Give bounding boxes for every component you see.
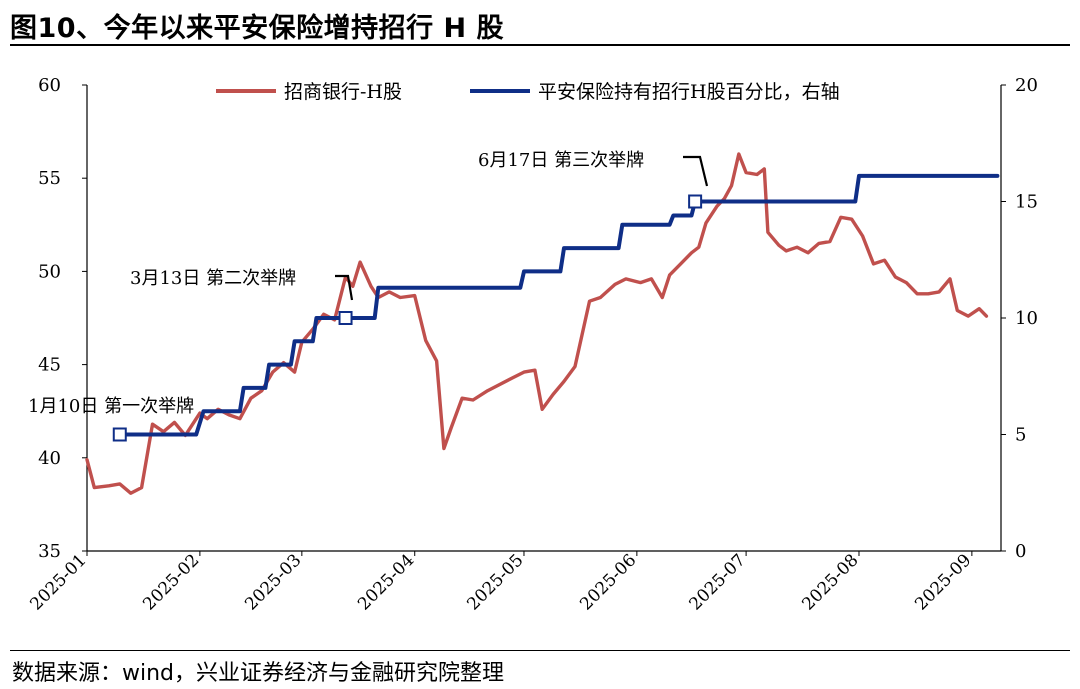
x-tick-label: 2025-08 (798, 550, 862, 614)
annotation-leader (335, 274, 354, 301)
y-left-tick-label: 35 (38, 541, 61, 562)
y-right-tick-label: 10 (1015, 308, 1038, 329)
annotation-marker (688, 194, 703, 209)
annotation-marker (338, 311, 353, 325)
series-line-stock-price (85, 152, 989, 495)
annotation-label: 6月17日 第三次举牌 (478, 150, 644, 171)
y-right-tick-label: 20 (1015, 75, 1038, 96)
y-right-tick-label: 15 (1015, 192, 1038, 213)
y-left-tick-label: 45 (38, 355, 61, 376)
annotation-label: 3月13日 第二次举牌 (130, 268, 296, 289)
title-rule (10, 44, 1070, 46)
series-line-holding-ratio (117, 173, 1000, 437)
figure-title: 图10、今年以来平安保险增持招行 H 股 (10, 13, 504, 44)
y-left-tick-label: 50 (38, 261, 61, 282)
y-left-tick-label: 55 (38, 168, 61, 189)
x-tick-label: 2025-09 (911, 550, 975, 614)
y-left-tick-label: 40 (38, 448, 61, 469)
x-tick-label: 2025-05 (463, 550, 527, 614)
source-note: 数据来源：wind，兴业证券经济与金融研究院整理 (12, 661, 505, 686)
annotation-marker (112, 427, 127, 442)
annotation-label: 1月10日 第一次举牌 (28, 396, 194, 417)
source-rule (10, 650, 1070, 651)
x-tick-label: 2025-06 (576, 550, 640, 614)
y-right-tick-label: 5 (1015, 425, 1026, 446)
x-tick-label: 2025-03 (241, 550, 305, 614)
x-tick-label: 2025-07 (686, 550, 750, 614)
legend-label: 平安保险持有招行H股百分比，右轴 (538, 81, 840, 103)
y-right-tick-label: 0 (1015, 541, 1026, 562)
y-left-tick-label: 60 (38, 75, 61, 96)
legend-label: 招商银行-H股 (284, 81, 402, 103)
x-tick-label: 2025-02 (139, 550, 203, 614)
x-tick-label: 2025-04 (354, 550, 418, 614)
annotation-leader (683, 155, 709, 187)
